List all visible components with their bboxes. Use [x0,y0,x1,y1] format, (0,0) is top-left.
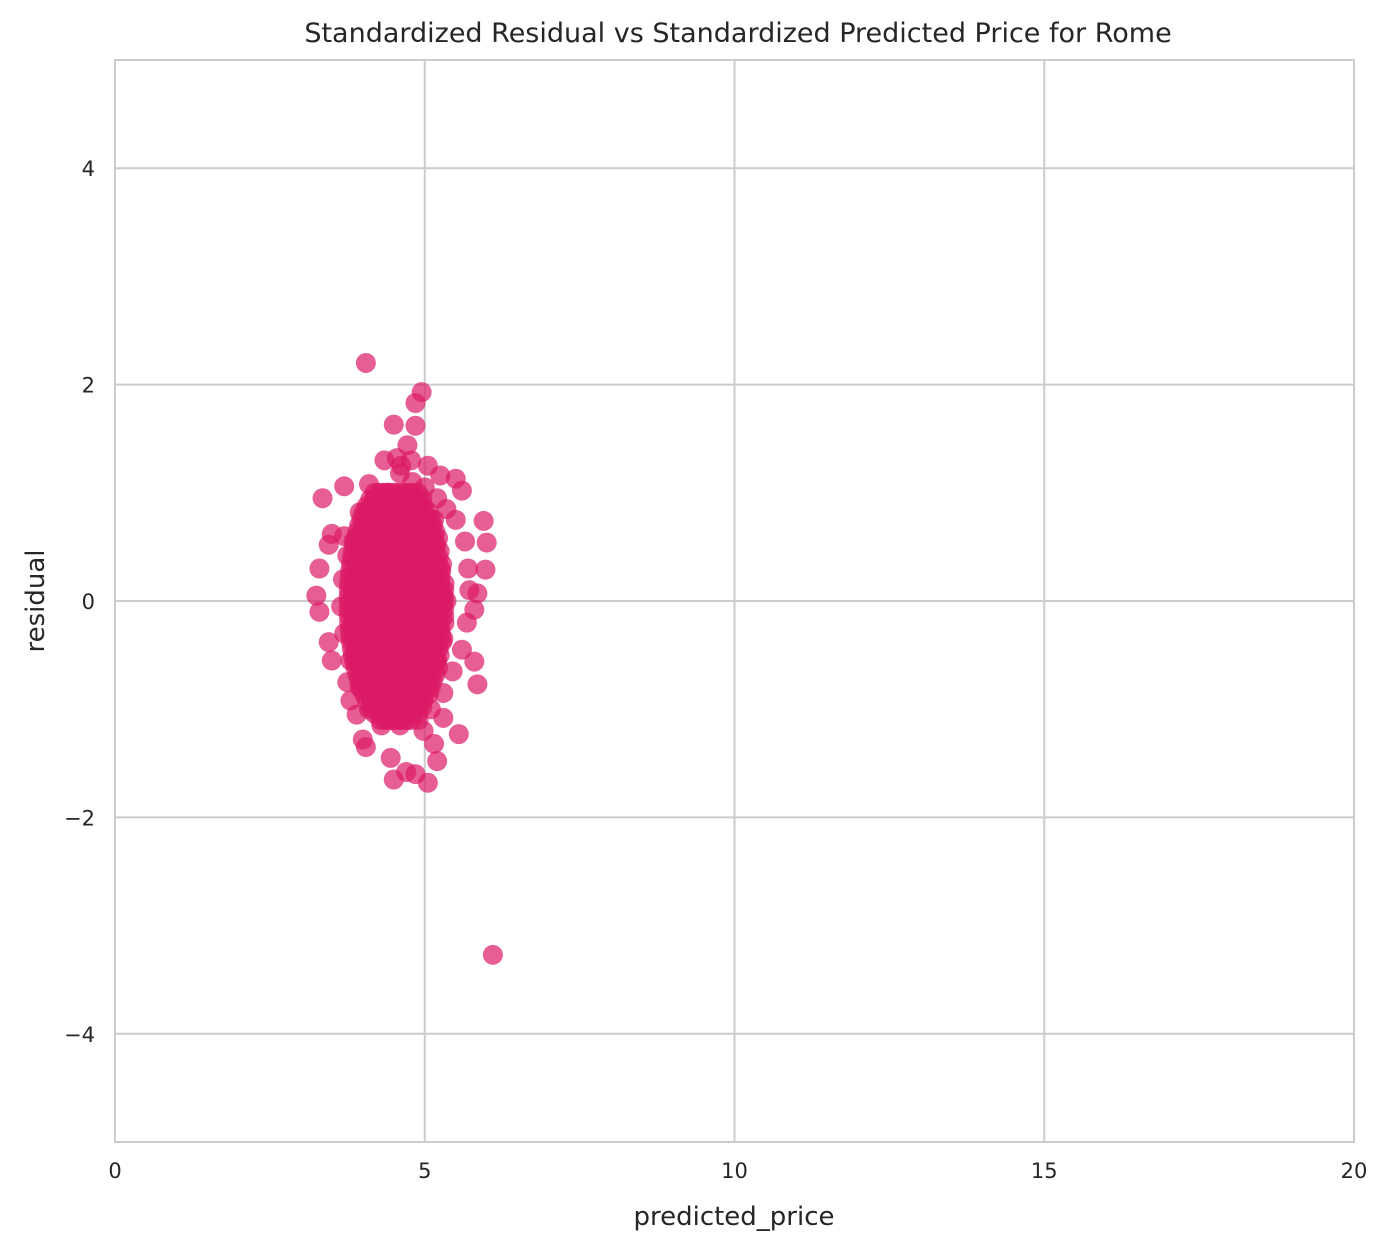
scatter-point [355,352,376,373]
x-tick-label: 0 [108,1159,121,1183]
y-tick-label: 4 [82,157,95,181]
x-tick-label: 15 [1031,1159,1058,1183]
scatter-point [445,509,466,530]
scatter-point [459,580,480,601]
scatter-point [380,747,401,768]
scatter-point [374,450,395,471]
scatter-point [306,585,327,606]
scatter-point [430,558,451,579]
plot-frame [114,59,1355,1143]
scatter-point [417,634,438,655]
data-points [306,352,503,965]
scatter-point [455,531,476,552]
x-tick-label: 5 [418,1159,431,1183]
scatter-point [427,650,448,671]
scatter-point [396,542,417,563]
scatter-point [343,591,364,611]
scatter-point [377,585,398,606]
scatter-point [352,729,373,750]
scatter-point [408,618,429,639]
scatter-point [371,493,392,514]
tick-labels: 0 5 10 15 20 −4 −2 0 2 4 [64,157,1367,1183]
scatter-point [476,532,497,553]
scatter-point [309,601,330,622]
scatter-point [413,720,434,741]
scatter-point [365,542,386,563]
scatter-point [396,699,417,720]
scatter-point [427,751,448,772]
scatter-point [467,674,488,695]
scatter-point [389,661,410,682]
x-tick-label: 20 [1341,1159,1368,1183]
scatter-point [430,465,451,486]
scatter-point [451,480,472,501]
scatter-point [482,944,503,965]
scatter-point [349,677,370,698]
y-tick-label: 2 [82,374,95,398]
scatter-point [420,531,441,552]
scatter-point [456,612,477,633]
scatter-point [405,392,426,413]
scatter-point [414,666,435,687]
scatter-point [464,651,485,672]
scatter-point [436,591,457,611]
scatter-point [391,455,412,476]
scatter-point [358,596,379,617]
scatter-point [371,715,392,736]
scatter-point [321,650,342,671]
scatter-point [383,414,404,435]
scatter-point [405,415,426,436]
scatter-point [318,632,339,653]
scatter-point [346,563,367,584]
scatter-point [451,639,472,660]
scatter-point [346,623,367,644]
scatter-point [399,574,420,595]
scatter-point [334,476,355,497]
x-axis-label: predicted_price [633,1202,834,1232]
scatter-point [352,645,373,666]
scatter-point [458,558,479,579]
scatter-point [362,628,383,649]
scatter-point [414,547,435,568]
scatter-point [433,682,454,703]
scatter-point [374,601,395,622]
y-tick-label: −2 [64,806,95,830]
scatter-point [383,769,404,790]
x-tick-label: 10 [721,1159,748,1183]
scatter-point [473,510,494,531]
y-axis-label: residual [21,549,51,652]
chart-title: Standardized Residual vs Standardized Pr… [304,18,1171,49]
y-tick-label: −4 [64,1023,95,1047]
scatter-point [402,682,423,703]
scatter-point [448,724,469,745]
scatter-point [424,509,445,530]
scatter-point [377,639,398,660]
scatter-point [433,628,454,649]
scatter-point [442,661,463,682]
scatter-point [389,715,410,736]
scatter-point [355,515,376,536]
scatter-point [405,488,426,509]
scatter-point [368,688,389,709]
scatter-point [475,559,496,580]
scatter-point [309,558,330,579]
y-tick-label: 0 [82,590,95,614]
scatter-point [312,488,333,509]
